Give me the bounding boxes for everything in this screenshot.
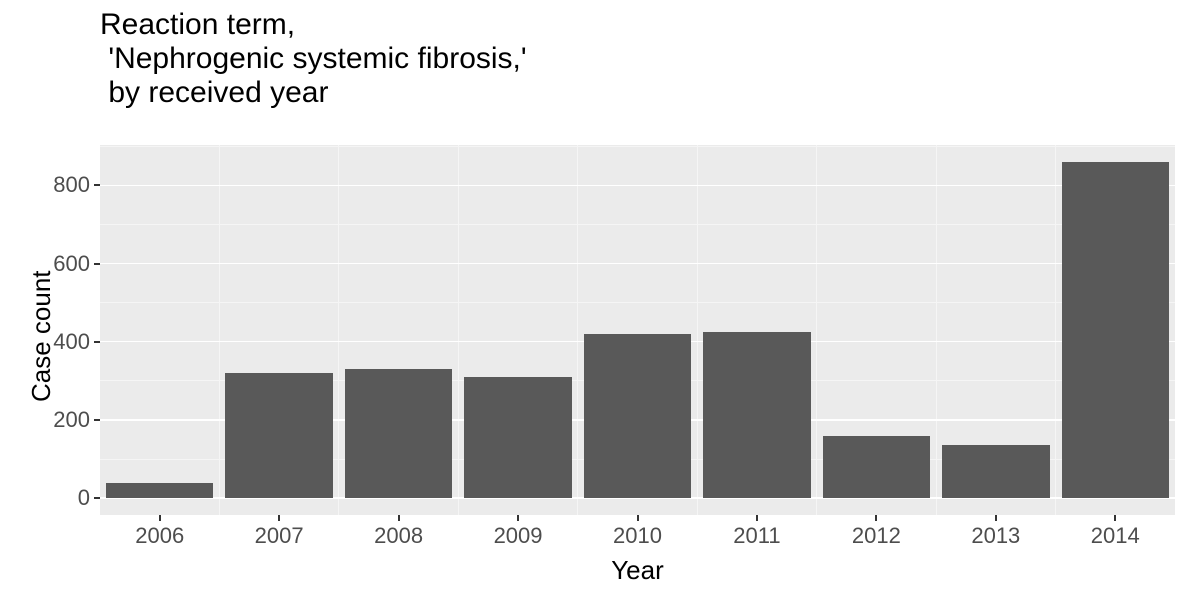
major-gridline xyxy=(100,263,1175,265)
minor-gridline xyxy=(100,302,1175,303)
x-axis-label: Year xyxy=(100,555,1175,586)
minor-gridline xyxy=(100,224,1175,225)
minor-gridline-v xyxy=(816,145,817,515)
x-tick-label: 2014 xyxy=(1056,523,1175,549)
x-tick-label: 2008 xyxy=(339,523,458,549)
y-tick-mark xyxy=(94,419,100,421)
bar xyxy=(225,373,333,498)
y-tick-label: 0 xyxy=(30,485,90,511)
x-tick-mark xyxy=(398,515,400,521)
x-tick-label: 2009 xyxy=(458,523,577,549)
x-tick-label: 2010 xyxy=(578,523,697,549)
minor-gridline-v xyxy=(577,145,578,515)
x-tick-mark xyxy=(278,515,280,521)
bar xyxy=(345,369,453,498)
x-tick-mark xyxy=(995,515,997,521)
bar xyxy=(942,445,1050,498)
x-tick-label: 2012 xyxy=(817,523,936,549)
y-tick-mark xyxy=(94,497,100,499)
minor-gridline-v xyxy=(458,145,459,515)
x-tick-mark xyxy=(875,515,877,521)
bar xyxy=(703,332,811,498)
y-tick-label: 600 xyxy=(30,251,90,277)
x-tick-mark xyxy=(1114,515,1116,521)
y-tick-mark xyxy=(94,341,100,343)
minor-gridline-v xyxy=(1055,145,1056,515)
minor-gridline-v xyxy=(338,145,339,515)
plot-panel xyxy=(100,145,1175,515)
minor-gridline-v xyxy=(219,145,220,515)
chart-container: Reaction term, 'Nephrogenic systemic fib… xyxy=(0,0,1200,600)
y-tick-mark xyxy=(94,184,100,186)
minor-gridline xyxy=(100,146,1175,147)
x-tick-mark xyxy=(637,515,639,521)
x-tick-mark xyxy=(756,515,758,521)
bar xyxy=(106,483,214,499)
x-tick-mark xyxy=(517,515,519,521)
x-tick-label: 2011 xyxy=(697,523,816,549)
y-tick-label: 200 xyxy=(30,407,90,433)
y-tick-label: 400 xyxy=(30,329,90,355)
x-tick-mark xyxy=(159,515,161,521)
chart-title: Reaction term, 'Nephrogenic systemic fib… xyxy=(100,8,527,110)
x-tick-label: 2013 xyxy=(936,523,1055,549)
major-gridline xyxy=(100,185,1175,187)
bar xyxy=(823,436,931,499)
y-tick-label: 800 xyxy=(30,172,90,198)
bar xyxy=(584,334,692,498)
y-tick-mark xyxy=(94,263,100,265)
minor-gridline-v xyxy=(697,145,698,515)
x-tick-label: 2006 xyxy=(100,523,219,549)
x-tick-label: 2007 xyxy=(219,523,338,549)
bar xyxy=(1062,162,1170,498)
minor-gridline-v xyxy=(936,145,937,515)
bar xyxy=(464,377,572,498)
